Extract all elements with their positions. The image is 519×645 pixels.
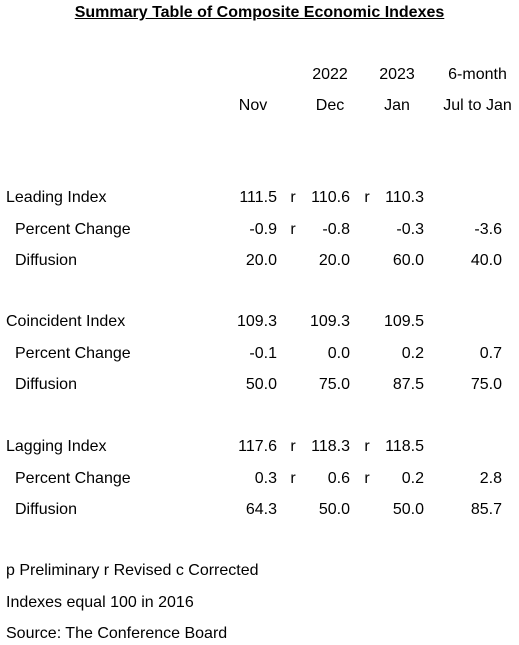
value-dec: 75.0 <box>318 376 350 393</box>
value-dec: 50.0 <box>318 501 350 518</box>
value-dec: 0.0 <box>327 345 350 362</box>
footer-base: Indexes equal 100 in 2016 <box>6 594 194 611</box>
value-six-month: 85.7 <box>470 501 502 518</box>
header-six-month: 6-month <box>448 66 507 83</box>
header-range: Jul to Jan <box>443 97 512 114</box>
footer-legend: p Preliminary r Revised c Corrected <box>6 562 259 579</box>
value-nov: 109.3 <box>236 313 277 330</box>
value-dec: 0.6 <box>327 470 350 487</box>
value-dec: 110.6 <box>311 189 350 206</box>
value-dec: 109.3 <box>309 313 350 330</box>
revised-mark-nov: r <box>290 189 296 206</box>
row-label: Diffusion <box>15 376 77 393</box>
revised-mark-dec: r <box>364 189 370 206</box>
footer-source: Source: The Conference Board <box>6 625 228 642</box>
value-nov: -0.1 <box>249 345 277 362</box>
row-label: Percent Change <box>15 221 131 238</box>
value-six-month: -3.6 <box>474 221 502 238</box>
row-label: Coincident Index <box>6 313 126 330</box>
value-jan: 118.5 <box>385 438 424 455</box>
value-six-month: 40.0 <box>470 252 502 269</box>
row-label: Diffusion <box>15 252 77 269</box>
value-dec: 20.0 <box>318 252 350 269</box>
row-label: Leading Index <box>6 189 107 206</box>
value-six-month: 2.8 <box>479 470 502 487</box>
value-nov: 64.3 <box>245 501 277 518</box>
header-jan: Jan <box>384 97 410 114</box>
value-jan: 0.2 <box>401 345 424 362</box>
value-jan: 110.3 <box>385 189 424 206</box>
value-nov: 117.6 <box>238 438 277 455</box>
value-jan: 109.5 <box>383 313 424 330</box>
value-jan: 60.0 <box>392 252 424 269</box>
header-year-jan: 2023 <box>379 66 415 83</box>
value-nov: 20.0 <box>245 252 277 269</box>
value-jan: -0.3 <box>396 221 424 238</box>
value-dec: -0.8 <box>322 221 350 238</box>
value-jan: 0.2 <box>401 470 424 487</box>
header-year-dec: 2022 <box>312 66 348 83</box>
header-nov: Nov <box>238 97 268 114</box>
value-nov: -0.9 <box>249 221 277 238</box>
page-title: Summary Table of Composite Economic Inde… <box>74 4 445 21</box>
revised-mark-nov: r <box>290 438 296 455</box>
row-label: Percent Change <box>15 345 131 362</box>
header-dec: Dec <box>315 97 345 114</box>
revised-mark-dec: r <box>364 470 370 487</box>
row-label: Percent Change <box>15 470 131 487</box>
row-label: Diffusion <box>15 501 77 518</box>
value-six-month: 75.0 <box>470 376 502 393</box>
value-jan: 87.5 <box>392 376 424 393</box>
value-nov: 50.0 <box>245 376 277 393</box>
value-six-month: 0.7 <box>479 345 502 362</box>
revised-mark-dec: r <box>364 438 370 455</box>
value-jan: 50.0 <box>392 501 424 518</box>
value-nov: 111.5 <box>239 189 277 206</box>
value-dec: 118.3 <box>311 438 350 455</box>
revised-mark-nov: r <box>290 470 296 487</box>
value-nov: 0.3 <box>254 470 277 487</box>
row-label: Lagging Index <box>6 438 107 455</box>
revised-mark-nov: r <box>290 221 296 238</box>
